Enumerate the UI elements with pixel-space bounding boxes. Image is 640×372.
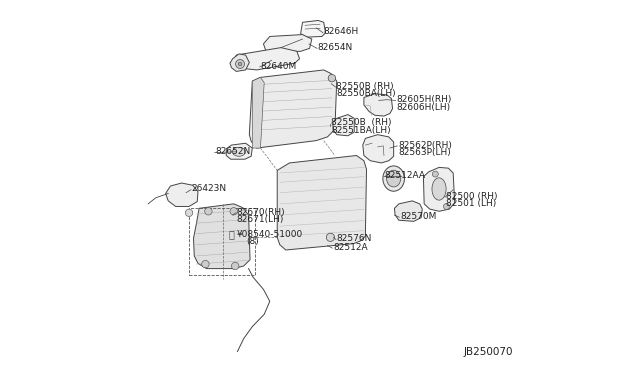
Text: 82562P(RH): 82562P(RH) — [398, 141, 452, 150]
Polygon shape — [364, 94, 392, 116]
Polygon shape — [363, 135, 394, 163]
Polygon shape — [394, 201, 422, 221]
Ellipse shape — [387, 170, 401, 187]
Text: 82671(LH): 82671(LH) — [236, 215, 284, 224]
Text: 82670(RH): 82670(RH) — [236, 208, 285, 217]
Text: 82512AA: 82512AA — [385, 171, 426, 180]
Text: (8): (8) — [246, 237, 259, 246]
Circle shape — [230, 208, 237, 215]
Polygon shape — [232, 48, 300, 70]
Text: 82551BA(LH): 82551BA(LH) — [331, 126, 391, 135]
Polygon shape — [424, 167, 454, 211]
Text: 82570M: 82570M — [400, 212, 436, 221]
Ellipse shape — [232, 147, 245, 156]
Text: Ⓢ: Ⓢ — [228, 230, 234, 239]
Circle shape — [444, 203, 449, 209]
Circle shape — [328, 74, 335, 82]
Text: 82640M: 82640M — [260, 62, 297, 71]
Circle shape — [236, 60, 244, 68]
Text: 82654N: 82654N — [317, 43, 353, 52]
Text: 82606H(LH): 82606H(LH) — [396, 103, 451, 112]
Polygon shape — [333, 115, 354, 136]
Text: JB250070: JB250070 — [463, 347, 513, 356]
Circle shape — [202, 260, 209, 268]
Text: 82512A: 82512A — [333, 243, 367, 252]
Ellipse shape — [383, 166, 404, 191]
Text: 82500 (RH): 82500 (RH) — [445, 192, 497, 201]
Circle shape — [232, 262, 239, 270]
Polygon shape — [166, 183, 198, 206]
Polygon shape — [227, 143, 252, 159]
Ellipse shape — [432, 178, 446, 200]
Text: 82576N: 82576N — [337, 234, 372, 243]
Text: 82652N: 82652N — [215, 147, 250, 156]
Polygon shape — [252, 77, 264, 148]
Polygon shape — [193, 204, 250, 269]
Bar — [189, 208, 255, 275]
Circle shape — [205, 208, 212, 215]
Text: 26423N: 26423N — [191, 185, 227, 193]
Polygon shape — [230, 54, 250, 71]
Text: 82605H(RH): 82605H(RH) — [396, 95, 452, 104]
Polygon shape — [301, 20, 326, 37]
Circle shape — [238, 62, 242, 66]
Circle shape — [433, 171, 438, 177]
Text: 82646H: 82646H — [324, 27, 359, 36]
Polygon shape — [277, 155, 367, 250]
Text: 82550B  (RH): 82550B (RH) — [331, 118, 392, 127]
Text: 82501 (LH): 82501 (LH) — [445, 199, 496, 208]
Polygon shape — [264, 35, 312, 51]
Text: ¥08540-51000: ¥08540-51000 — [236, 230, 303, 239]
Circle shape — [326, 233, 335, 241]
Text: 82550B (RH): 82550B (RH) — [336, 82, 394, 91]
Text: 82550BA(LH): 82550BA(LH) — [336, 89, 396, 98]
Circle shape — [186, 209, 193, 217]
Polygon shape — [250, 70, 337, 148]
Text: 82563P(LH): 82563P(LH) — [398, 148, 451, 157]
